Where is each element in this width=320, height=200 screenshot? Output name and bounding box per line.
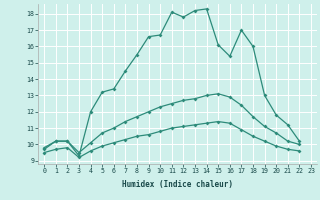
X-axis label: Humidex (Indice chaleur): Humidex (Indice chaleur) — [122, 180, 233, 189]
